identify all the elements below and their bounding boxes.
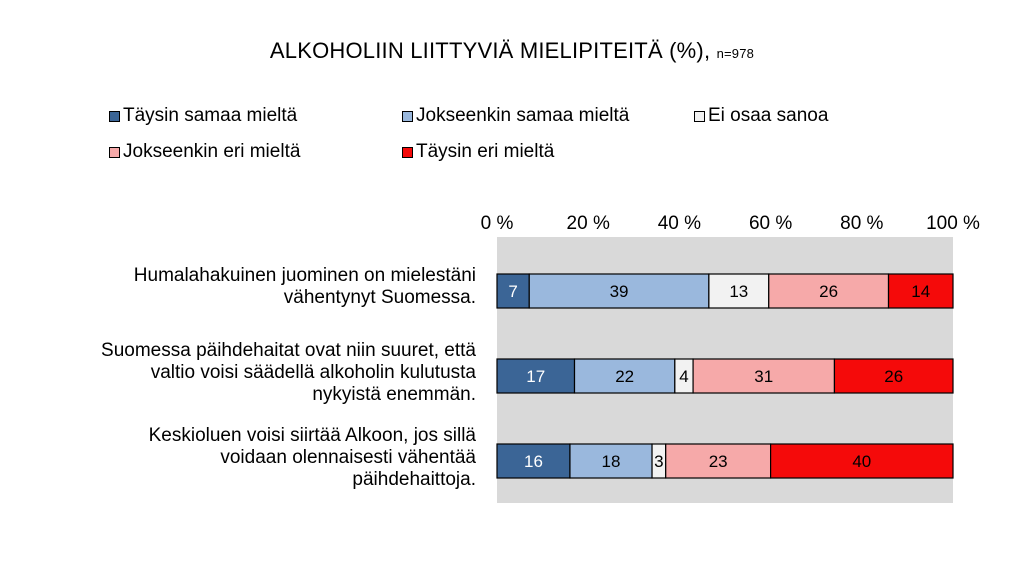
category-label-1-line-0: Suomessa päihdehaitat ovat niin suuret, …	[101, 340, 476, 361]
bar-segment-0-4	[887, 273, 954, 309]
legend-swatch-2	[694, 110, 705, 122]
category-label-2-line-0: Keskioluen voisi siirtää Alkoon, jos sil…	[148, 425, 476, 446]
bar-segment-2-4	[769, 443, 954, 479]
legend-item-3: Jokseenkin eri mieltä	[109, 141, 300, 163]
legend-item-0: Täysin samaa mieltä	[109, 105, 297, 127]
legend-label-2: Ei osaa sanoa	[708, 105, 829, 126]
data-label-1-4: 26	[884, 367, 903, 386]
bar-segment-0-2	[708, 273, 770, 309]
legend-swatch-3	[109, 146, 120, 158]
category-label-0-line-0: Humalahakuinen juominen on mielestäni	[133, 265, 476, 286]
data-label-2-4: 40	[852, 452, 871, 471]
data-label-0-4: 14	[911, 282, 930, 301]
data-label-1-3: 31	[754, 367, 773, 386]
legend-item-1: Jokseenkin samaa mieltä	[402, 105, 629, 127]
data-label-2-0: 16	[524, 452, 543, 471]
category-label-2-line-1: voidaan olennaisesti vähentää	[220, 447, 476, 468]
bar-segment-0-1	[528, 273, 710, 309]
x-tick-label-2: 40 %	[658, 213, 701, 234]
x-tick-label-5: 100 %	[926, 213, 980, 234]
category-label-1-line-2: nykyistä enemmän.	[312, 384, 476, 405]
chart-title-text: ALKOHOLIIN LIITTYVIÄ MIELIPITEITÄ (%),	[269, 38, 711, 63]
bar-segment-2-1	[569, 443, 653, 479]
legend-label-3: Jokseenkin eri mieltä	[123, 141, 301, 162]
legend-label-1: Jokseenkin samaa mieltä	[416, 105, 630, 126]
category-label-2: Keskioluen voisi siirtää Alkoon, jos sil…	[149, 425, 476, 491]
data-label-2-2: 3	[654, 452, 663, 471]
data-label-1-1: 22	[615, 367, 634, 386]
x-tick-label-0: 0 %	[481, 213, 514, 234]
bar-segment-2-0	[496, 443, 571, 479]
category-label-2-line-2: päihdehaittoja.	[352, 469, 476, 490]
legend-item-2: Ei osaa sanoa	[694, 105, 828, 127]
data-label-0-3: 26	[819, 282, 838, 301]
legend-swatch-0	[109, 110, 120, 122]
x-tick-label-4: 80 %	[840, 213, 883, 234]
bar-segment-1-4	[833, 358, 954, 394]
legend-swatch-4	[402, 146, 413, 158]
data-label-0-1: 39	[610, 282, 629, 301]
x-tick-label-1: 20 %	[567, 213, 610, 234]
data-label-0-0: 7	[508, 282, 517, 301]
bar-segment-1-0	[496, 358, 576, 394]
legend-swatch-1	[402, 110, 413, 122]
category-label-1: Suomessa päihdehaitat ovat niin suuret, …	[101, 340, 476, 406]
bar-segment-2-3	[665, 443, 772, 479]
x-tick-label-3: 60 %	[749, 213, 792, 234]
category-label-0: Humalahakuinen juominen on mielestäni väh…	[134, 265, 476, 309]
data-label-2-1: 18	[602, 452, 621, 471]
legend-label-4: Täysin eri mieltä	[416, 141, 555, 162]
category-label-1-line-1: valtio voisi säädellä alkoholin kulutust…	[150, 362, 476, 383]
chart-subtitle: n=978	[716, 46, 755, 61]
bar-segment-0-3	[768, 273, 890, 309]
legend-label-0: Täysin samaa mieltä	[123, 105, 298, 126]
data-label-2-3: 23	[709, 452, 728, 471]
data-label-1-0: 17	[526, 367, 545, 386]
chart-title: ALKOHOLIIN LIITTYVIÄ MIELIPITEITÄ (%), n…	[0, 38, 1024, 64]
data-label-1-2: 4	[679, 367, 688, 386]
category-label-0-line-1: vähentynyt Suomessa.	[283, 287, 476, 308]
legend-item-4: Täysin eri mieltä	[402, 141, 554, 163]
data-label-0-2: 13	[729, 282, 748, 301]
bar-segment-1-3	[692, 358, 836, 394]
